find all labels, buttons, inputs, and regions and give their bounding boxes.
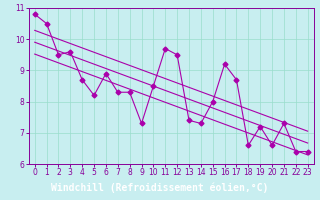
Text: Windchill (Refroidissement éolien,°C): Windchill (Refroidissement éolien,°C) [51,182,269,193]
